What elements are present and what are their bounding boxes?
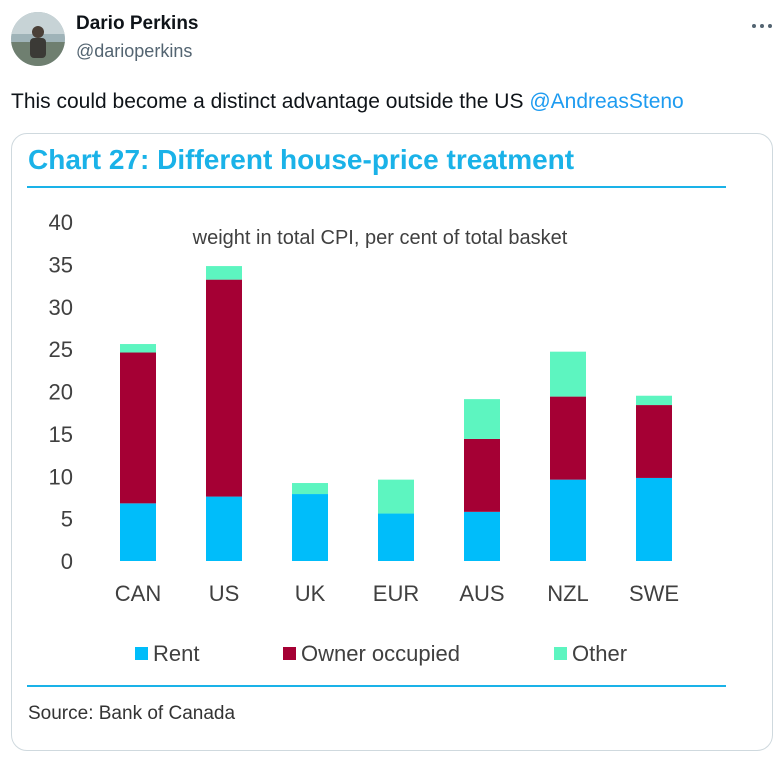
x-tick-label: CAN — [115, 581, 161, 606]
legend-label: Owner occupied — [301, 641, 460, 666]
bar-rent-nzl — [550, 480, 586, 561]
y-tick-label: 15 — [49, 422, 73, 447]
y-tick-label: 40 — [49, 210, 73, 235]
chart-subtitle: weight in total CPI, per cent of total b… — [192, 227, 568, 249]
bar-other-us — [206, 266, 242, 280]
legend-label: Rent — [153, 641, 199, 666]
bar-other-can — [120, 344, 156, 352]
x-tick-label: UK — [295, 581, 326, 606]
legend-label: Other — [572, 641, 627, 666]
chart-canvas: weight in total CPI, per cent of total b… — [0, 0, 780, 768]
y-tick-label: 25 — [49, 337, 73, 362]
x-tick-label: US — [209, 581, 240, 606]
x-tick-label: AUS — [459, 581, 504, 606]
bar-owner-occupied-nzl — [550, 397, 586, 480]
legend-swatch — [135, 647, 148, 660]
bar-owner-occupied-us — [206, 280, 242, 497]
bar-owner-occupied-aus — [464, 439, 500, 512]
bar-other-aus — [464, 399, 500, 439]
bar-other-eur — [378, 480, 414, 514]
y-tick-label: 30 — [49, 295, 73, 320]
bar-owner-occupied-swe — [636, 405, 672, 478]
y-tick-label: 0 — [61, 549, 73, 574]
bar-other-swe — [636, 396, 672, 405]
x-tick-label: SWE — [629, 581, 679, 606]
source-rule — [27, 685, 726, 687]
bar-other-nzl — [550, 352, 586, 397]
bar-rent-aus — [464, 512, 500, 561]
bar-rent-swe — [636, 478, 672, 561]
bar-rent-uk — [292, 494, 328, 561]
bar-rent-can — [120, 503, 156, 561]
bar-rent-eur — [378, 514, 414, 561]
y-tick-label: 20 — [49, 380, 73, 405]
legend-swatch — [283, 647, 296, 660]
bar-rent-us — [206, 497, 242, 561]
source-text: Source: Bank of Canada — [28, 703, 235, 725]
x-tick-label: EUR — [373, 581, 419, 606]
bar-owner-occupied-can — [120, 353, 156, 504]
y-tick-label: 5 — [61, 507, 73, 532]
bar-other-uk — [292, 483, 328, 494]
legend-swatch — [554, 647, 567, 660]
x-tick-label: NZL — [547, 581, 589, 606]
y-tick-label: 10 — [49, 464, 73, 489]
y-tick-label: 35 — [49, 252, 73, 277]
